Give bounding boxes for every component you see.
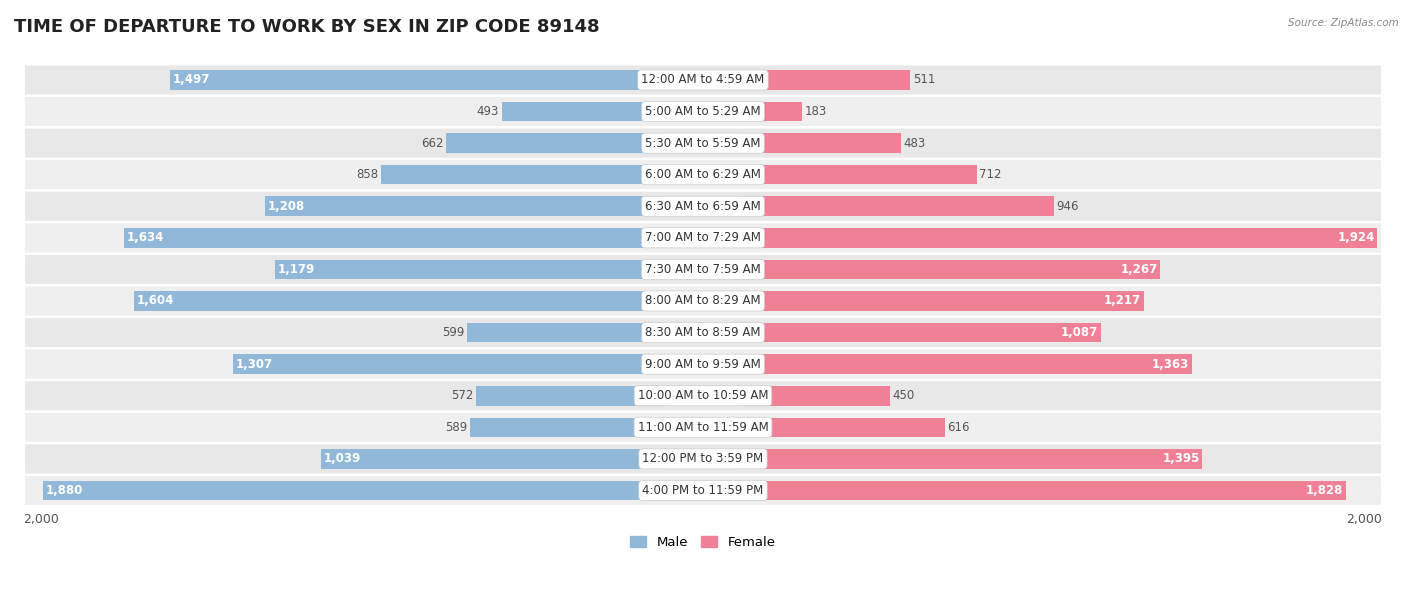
- Text: 183: 183: [804, 105, 827, 118]
- Text: 662: 662: [420, 137, 443, 149]
- Text: 1,395: 1,395: [1163, 452, 1199, 465]
- Bar: [741, 355, 1192, 374]
- Text: 1,217: 1,217: [1104, 295, 1140, 308]
- Text: 1,828: 1,828: [1306, 484, 1343, 497]
- Bar: [741, 449, 1202, 469]
- Text: 12:00 AM to 4:59 AM: 12:00 AM to 4:59 AM: [641, 73, 765, 86]
- Text: 1,039: 1,039: [323, 452, 361, 465]
- FancyBboxPatch shape: [25, 223, 1381, 252]
- Text: 1,497: 1,497: [173, 73, 209, 86]
- Bar: [44, 481, 665, 500]
- Bar: [741, 70, 910, 90]
- Text: 483: 483: [904, 137, 925, 149]
- Text: 616: 616: [948, 421, 970, 434]
- Text: 1,208: 1,208: [269, 200, 305, 213]
- Text: 1,307: 1,307: [235, 358, 273, 371]
- Bar: [266, 196, 665, 216]
- Text: 511: 511: [912, 73, 935, 86]
- Bar: [467, 322, 665, 342]
- Bar: [125, 228, 665, 248]
- Text: 1,363: 1,363: [1152, 358, 1189, 371]
- Text: 493: 493: [477, 105, 499, 118]
- FancyBboxPatch shape: [25, 350, 1381, 378]
- Text: 858: 858: [356, 168, 378, 181]
- FancyBboxPatch shape: [25, 97, 1381, 126]
- Text: 599: 599: [441, 326, 464, 339]
- Bar: [741, 102, 801, 121]
- Text: TIME OF DEPARTURE TO WORK BY SEX IN ZIP CODE 89148: TIME OF DEPARTURE TO WORK BY SEX IN ZIP …: [14, 18, 600, 36]
- Text: 589: 589: [446, 421, 467, 434]
- FancyBboxPatch shape: [25, 192, 1381, 221]
- Bar: [741, 418, 945, 437]
- Text: Source: ZipAtlas.com: Source: ZipAtlas.com: [1288, 18, 1399, 28]
- Bar: [741, 386, 890, 406]
- Text: 450: 450: [893, 389, 915, 402]
- Text: 12:00 PM to 3:59 PM: 12:00 PM to 3:59 PM: [643, 452, 763, 465]
- Text: 6:00 AM to 6:29 AM: 6:00 AM to 6:29 AM: [645, 168, 761, 181]
- FancyBboxPatch shape: [25, 444, 1381, 474]
- Text: 712: 712: [979, 168, 1001, 181]
- Text: 4:00 PM to 11:59 PM: 4:00 PM to 11:59 PM: [643, 484, 763, 497]
- Bar: [470, 418, 665, 437]
- Bar: [741, 196, 1054, 216]
- Bar: [170, 70, 665, 90]
- FancyBboxPatch shape: [25, 381, 1381, 410]
- Bar: [741, 165, 977, 184]
- Text: 6:30 AM to 6:59 AM: 6:30 AM to 6:59 AM: [645, 200, 761, 213]
- Bar: [475, 386, 665, 406]
- Text: 5:30 AM to 5:59 AM: 5:30 AM to 5:59 AM: [645, 137, 761, 149]
- Text: 11:00 AM to 11:59 AM: 11:00 AM to 11:59 AM: [638, 421, 768, 434]
- Bar: [741, 259, 1160, 279]
- Text: 1,604: 1,604: [136, 295, 174, 308]
- FancyBboxPatch shape: [25, 65, 1381, 95]
- Text: 9:00 AM to 9:59 AM: 9:00 AM to 9:59 AM: [645, 358, 761, 371]
- FancyBboxPatch shape: [25, 286, 1381, 315]
- Text: 1,880: 1,880: [46, 484, 83, 497]
- Text: 5:00 AM to 5:29 AM: 5:00 AM to 5:29 AM: [645, 105, 761, 118]
- Legend: Male, Female: Male, Female: [626, 531, 780, 555]
- Bar: [322, 449, 665, 469]
- Bar: [741, 228, 1378, 248]
- FancyBboxPatch shape: [25, 476, 1381, 505]
- Bar: [741, 322, 1101, 342]
- Bar: [741, 133, 901, 153]
- FancyBboxPatch shape: [25, 318, 1381, 347]
- Text: 946: 946: [1056, 200, 1078, 213]
- Text: 8:30 AM to 8:59 AM: 8:30 AM to 8:59 AM: [645, 326, 761, 339]
- Text: 1,179: 1,179: [277, 263, 315, 276]
- Bar: [381, 165, 665, 184]
- Text: 8:00 AM to 8:29 AM: 8:00 AM to 8:29 AM: [645, 295, 761, 308]
- FancyBboxPatch shape: [25, 160, 1381, 189]
- Bar: [276, 259, 665, 279]
- Text: 1,634: 1,634: [127, 231, 165, 245]
- Bar: [232, 355, 665, 374]
- Bar: [502, 102, 665, 121]
- Bar: [135, 291, 665, 311]
- Bar: [741, 481, 1346, 500]
- FancyBboxPatch shape: [25, 129, 1381, 158]
- Text: 1,267: 1,267: [1121, 263, 1157, 276]
- Text: 1,924: 1,924: [1337, 231, 1375, 245]
- Text: 7:30 AM to 7:59 AM: 7:30 AM to 7:59 AM: [645, 263, 761, 276]
- Text: 1,087: 1,087: [1060, 326, 1098, 339]
- Text: 10:00 AM to 10:59 AM: 10:00 AM to 10:59 AM: [638, 389, 768, 402]
- Text: 572: 572: [451, 389, 472, 402]
- Bar: [446, 133, 665, 153]
- FancyBboxPatch shape: [25, 413, 1381, 442]
- Bar: [741, 291, 1143, 311]
- Text: 7:00 AM to 7:29 AM: 7:00 AM to 7:29 AM: [645, 231, 761, 245]
- FancyBboxPatch shape: [25, 255, 1381, 284]
